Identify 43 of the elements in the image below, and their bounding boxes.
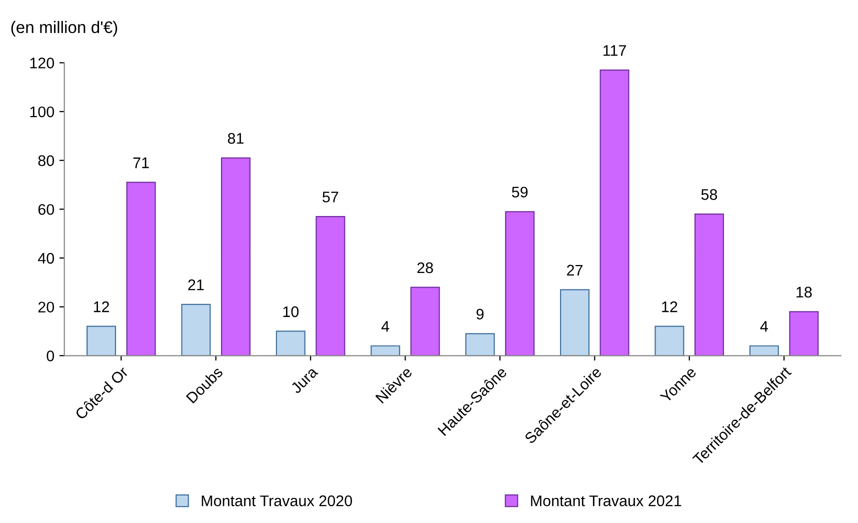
bar xyxy=(316,216,346,356)
y-tick-label: 80 xyxy=(38,155,54,166)
data-label: 12 xyxy=(94,301,110,312)
bar xyxy=(505,211,535,356)
data-label: 117 xyxy=(604,45,626,56)
y-tick-label: 0 xyxy=(46,350,54,362)
data-label: 10 xyxy=(283,306,299,318)
data-label: 71 xyxy=(133,158,149,168)
bar xyxy=(654,326,684,356)
bar xyxy=(370,345,400,356)
y-tick-label: 120 xyxy=(30,58,54,68)
bar xyxy=(694,214,724,356)
data-label: 58 xyxy=(701,189,718,200)
data-label: 21 xyxy=(188,279,204,290)
bar xyxy=(560,289,590,356)
bar xyxy=(276,330,306,356)
data-label: 81 xyxy=(228,132,244,144)
data-label: 28 xyxy=(417,262,433,274)
y-tick-label: 60 xyxy=(38,204,54,215)
bar xyxy=(600,70,630,356)
data-label: 12 xyxy=(662,301,678,312)
data-label: 18 xyxy=(796,286,812,298)
bar xyxy=(410,286,440,356)
data-label: 57 xyxy=(322,192,338,202)
legend-label: Montant Travaux 2021 xyxy=(531,495,682,506)
bar xyxy=(749,345,779,356)
bar xyxy=(181,304,211,356)
legend-label: Montant Travaux 2020 xyxy=(202,495,352,506)
y-tick-label: 20 xyxy=(38,302,54,313)
data-label: 9 xyxy=(476,308,484,320)
bar xyxy=(465,333,495,356)
y-axis-title: (en million d'€) xyxy=(11,20,118,36)
data-label: 4 xyxy=(760,321,768,332)
x-tick-label: Jura xyxy=(290,366,318,394)
data-label: 27 xyxy=(567,264,582,276)
y-tick-label: 100 xyxy=(30,106,54,118)
y-tick-label: 40 xyxy=(38,252,54,264)
bar xyxy=(86,326,116,356)
data-label: 4 xyxy=(381,321,390,332)
bar xyxy=(789,311,819,356)
bar xyxy=(220,157,251,356)
data-label: 59 xyxy=(512,186,528,198)
bar xyxy=(126,182,156,356)
